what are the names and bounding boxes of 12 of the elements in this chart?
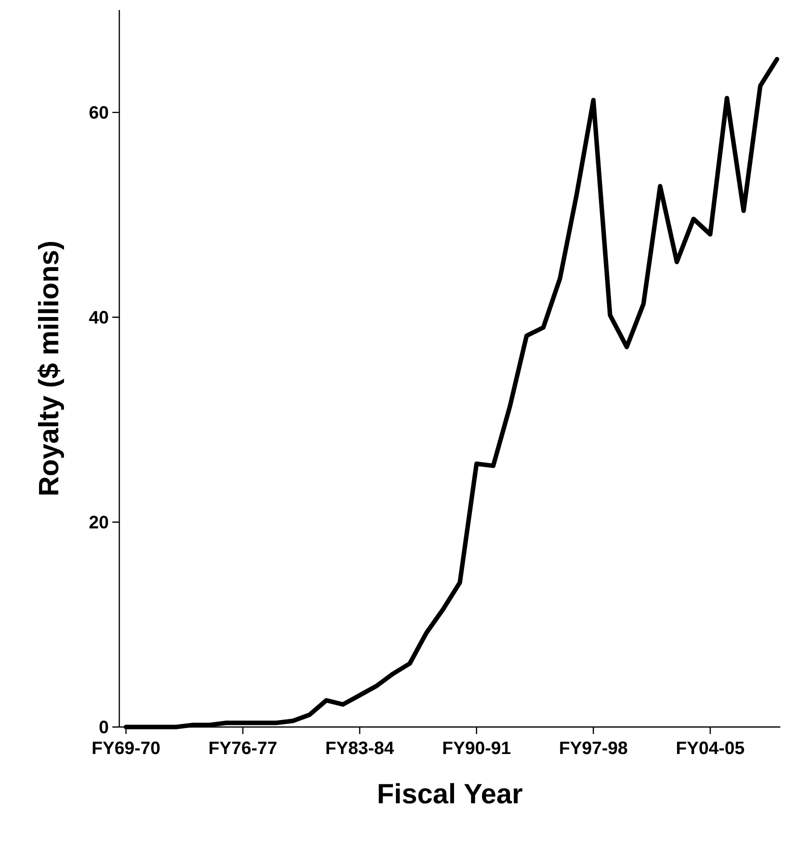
y-tick-label: 0	[100, 720, 108, 734]
y-tick-label: 20	[89, 516, 108, 528]
y-tick-label: 40	[89, 310, 108, 324]
x-tick-label: FY90-91	[443, 742, 510, 754]
x-tick-label: FY83-84	[326, 742, 394, 754]
y-axis-title: Royalty ($ millions)	[38, 242, 64, 495]
x-axis-title: Fiscal Year	[378, 783, 522, 804]
x-tick-label: FY04-05	[677, 742, 744, 754]
y-tick-label: 60	[90, 106, 108, 119]
x-tick-label: FY97-98	[560, 742, 628, 754]
x-tick-label: FY76-77	[210, 742, 276, 754]
x-tick-label: FY69-70	[92, 742, 160, 754]
